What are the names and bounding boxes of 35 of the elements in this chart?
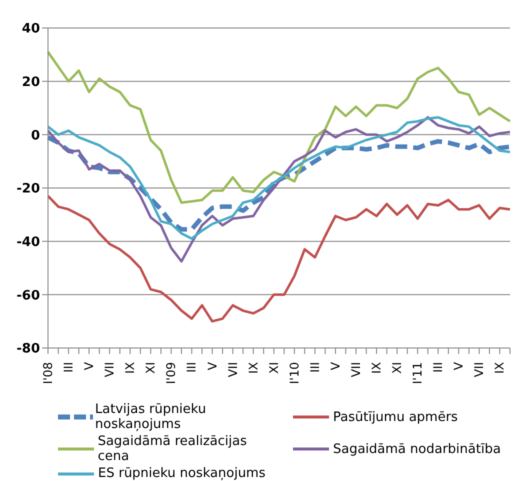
x-tick-label: V — [328, 361, 342, 370]
x-tick-label: IX — [246, 362, 260, 374]
x-tick-label: IX — [123, 362, 138, 374]
x-tick-label: III — [431, 362, 446, 373]
x-tick-label: I'11 — [410, 362, 425, 384]
x-tick-label: VII — [349, 362, 363, 378]
y-tick-label: -40 — [16, 234, 40, 250]
y-tick-label: -80 — [16, 342, 40, 357]
legend-label: ES rūpnieku noskaņojums — [98, 466, 266, 481]
x-tick-label: III — [184, 362, 199, 373]
legend-label: Pasūtījumu apmērs — [333, 410, 458, 424]
x-tick-label: VII — [472, 362, 486, 378]
x-tick-label: VII — [226, 362, 240, 378]
x-tick-label: IX — [370, 362, 384, 374]
x-tick-label: V — [205, 361, 220, 370]
legend-label: Latvijas rūpnieku noskaņojums — [95, 402, 208, 432]
x-tick-label: I'08 — [41, 362, 55, 384]
x-tick-label: XI — [390, 362, 404, 374]
x-tick-label: III — [308, 362, 322, 373]
y-tick-label: -60 — [16, 288, 40, 304]
y-tick-label: -20 — [16, 182, 40, 197]
x-tick-label: XI — [266, 362, 281, 374]
y-tick-label: 0 — [30, 128, 40, 144]
y-tick-label: 20 — [22, 74, 40, 90]
x-tick-label: I'09 — [164, 362, 178, 384]
x-tick-label: V — [82, 361, 96, 370]
x-tick-label: III — [62, 362, 76, 373]
x-tick-label: VII — [102, 362, 117, 378]
x-tick-label: I'10 — [287, 362, 302, 384]
legend-label: Sagaidāmā realizācijas cena — [98, 434, 248, 464]
y-tick-label: 40 — [22, 22, 40, 37]
x-tick-label: XI — [144, 362, 158, 374]
x-tick-label: V — [452, 361, 466, 370]
legend-label: Sagaidāmā nodarbinātība — [333, 442, 501, 456]
x-tick-label: IX — [492, 362, 507, 374]
